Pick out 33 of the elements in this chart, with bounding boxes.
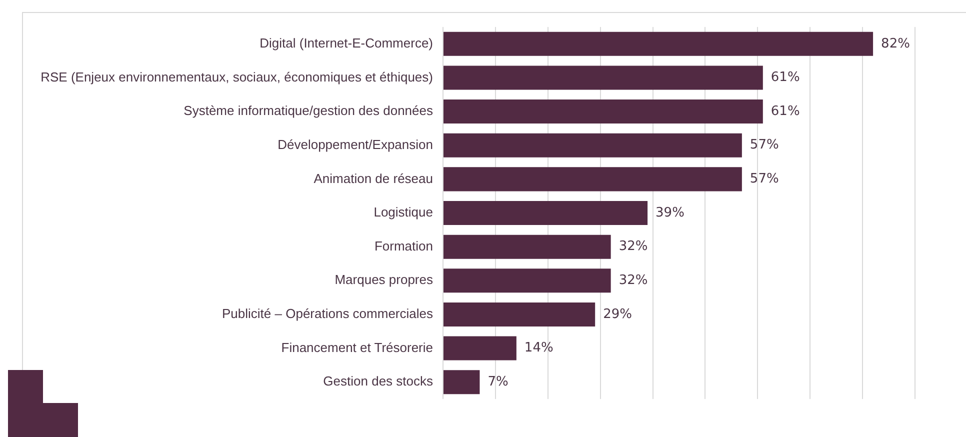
data-label: 29%	[603, 306, 632, 322]
y-tick-label: Logistique	[374, 204, 433, 220]
y-tick-label: Développement/Expansion	[278, 136, 433, 152]
y-tick-label: Formation	[374, 238, 433, 254]
y-tick-label: Digital (Internet-E-Commerce)	[260, 35, 433, 50]
data-label: 61%	[770, 104, 800, 119]
bar	[444, 302, 596, 326]
bar	[444, 100, 763, 124]
data-label: 32%	[618, 273, 648, 288]
bar	[444, 370, 480, 394]
data-label: 14%	[524, 340, 554, 356]
data-label: 7%	[488, 374, 508, 390]
y-tick-label: RSE (Enjeux environnementaux, sociaux, économiques et éthiques)	[40, 69, 433, 84]
bar	[444, 200, 648, 226]
bar	[444, 336, 516, 360]
y-tick-label: Animation de réseau	[314, 170, 433, 186]
y-tick-label: Gestion des stocks	[323, 374, 434, 389]
data-label: 57%	[750, 172, 779, 187]
bar	[444, 32, 874, 56]
data-label: 57%	[750, 138, 779, 153]
y-tick-label: Publicité – Opérations commerciales	[222, 306, 434, 322]
y-tick-label: Marques propres	[334, 272, 434, 288]
data-label: 32%	[618, 239, 648, 254]
bar	[444, 167, 742, 192]
bar	[444, 133, 742, 158]
y-tick-label: Système informatique/gestion des données	[184, 103, 434, 118]
data-label: 39%	[656, 205, 684, 220]
data-label: 82%	[881, 36, 910, 52]
data-label: 61%	[770, 70, 800, 86]
bar	[444, 234, 611, 259]
bar	[444, 66, 763, 90]
y-tick-label: Financement et Trésorerie	[281, 340, 433, 355]
bar	[444, 268, 611, 293]
